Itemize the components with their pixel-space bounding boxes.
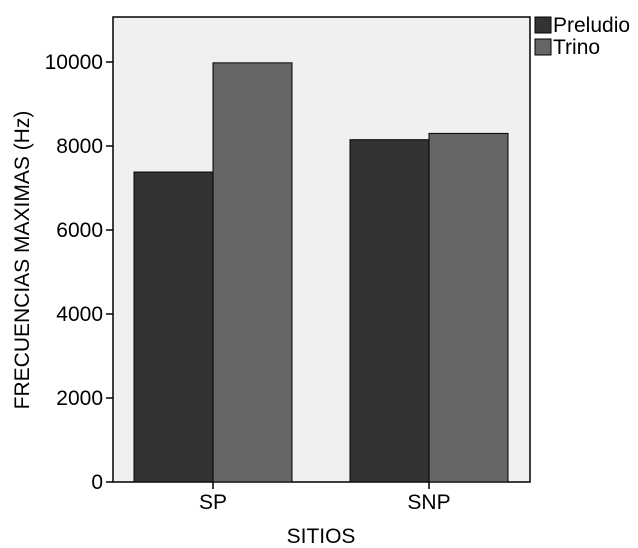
y-axis: 0 2000 4000 6000 8000 10000 [45,51,113,494]
y-tick-label: 4000 [56,303,103,326]
legend-swatch-trino [534,38,552,56]
x-axis: SP SNP [199,482,451,514]
y-tick-label: 6000 [56,219,103,242]
x-axis-title: SITIOS [287,525,356,548]
y-tick-label: 10000 [45,51,103,74]
y-tick-label: 2000 [56,387,103,410]
bar-snp-trino [428,132,509,483]
legend-swatch-preludio [534,16,552,34]
y-tick-label: 0 [91,471,103,494]
y-tick-label: 8000 [56,135,103,158]
bars-group [133,62,509,483]
y-axis-title: FRECUENCIAS MAXIMAS (Hz) [11,111,34,410]
legend-label-trino: Trino [553,36,600,59]
bar-sp-trino [212,62,293,483]
x-tick-label-snp: SNP [407,491,450,514]
bar-snp-preludio [349,139,430,483]
x-tick-label-sp: SP [199,491,227,514]
legend-label-preludio: Preludio [553,14,630,37]
bar-sp-preludio [133,171,214,483]
